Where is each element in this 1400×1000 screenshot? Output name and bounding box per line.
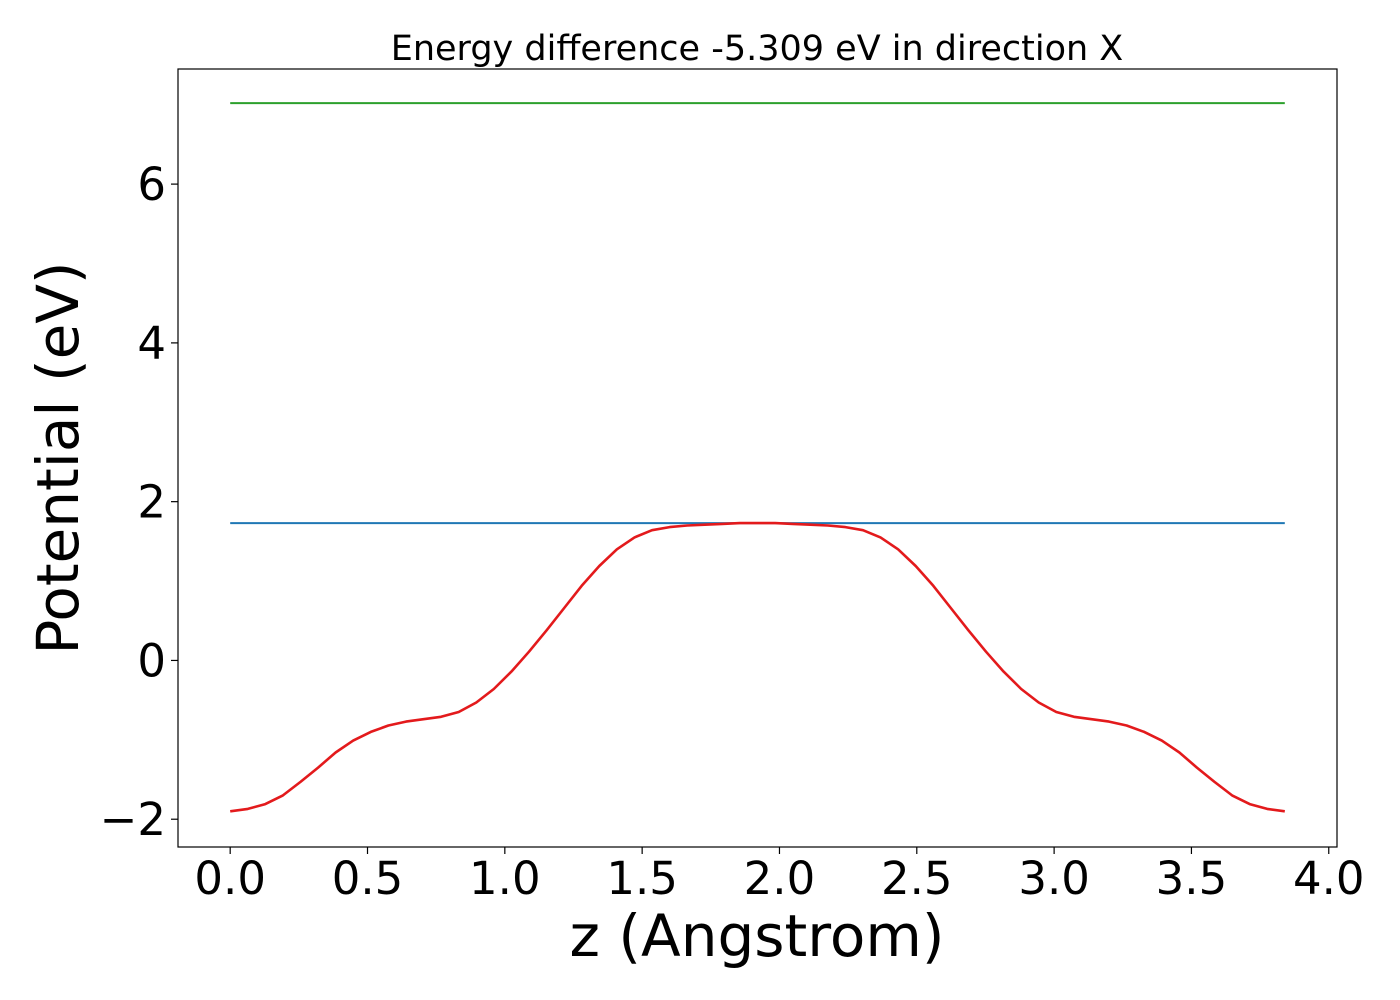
- x-tick-label: 3.0: [1018, 852, 1090, 905]
- x-tick-label: 1.0: [469, 852, 541, 905]
- y-tick-label: 4: [137, 317, 166, 370]
- x-tick-label: 1.5: [606, 852, 678, 905]
- series-line-2: [230, 521, 1285, 813]
- chart-title: Energy difference -5.309 eV in direction…: [391, 29, 1124, 69]
- y-axis-label: Potential (eV): [24, 261, 92, 654]
- x-tick-label: 2.5: [881, 852, 953, 905]
- y-tick-label: 0: [137, 634, 166, 687]
- x-axis-label: z (Angstrom): [570, 902, 945, 970]
- x-axis: 0.0 0.5 1.0 1.5 2.0 2.5 3.0 3.5 4.0: [194, 847, 1365, 905]
- x-tick-label: 3.5: [1156, 852, 1228, 905]
- x-tick-label: 0.0: [194, 852, 266, 905]
- plot-frame: [177, 68, 1338, 848]
- x-tick-label: 4.0: [1293, 852, 1365, 905]
- x-tick-label: 0.5: [332, 852, 404, 905]
- x-tick-label: 2.0: [744, 852, 816, 905]
- y-tick-label: 6: [137, 158, 166, 211]
- y-axis: −2 0 2 4 6: [100, 158, 178, 846]
- y-tick-label: 2: [137, 476, 166, 529]
- plot-series: [230, 102, 1285, 813]
- y-tick-label: −2: [100, 793, 166, 846]
